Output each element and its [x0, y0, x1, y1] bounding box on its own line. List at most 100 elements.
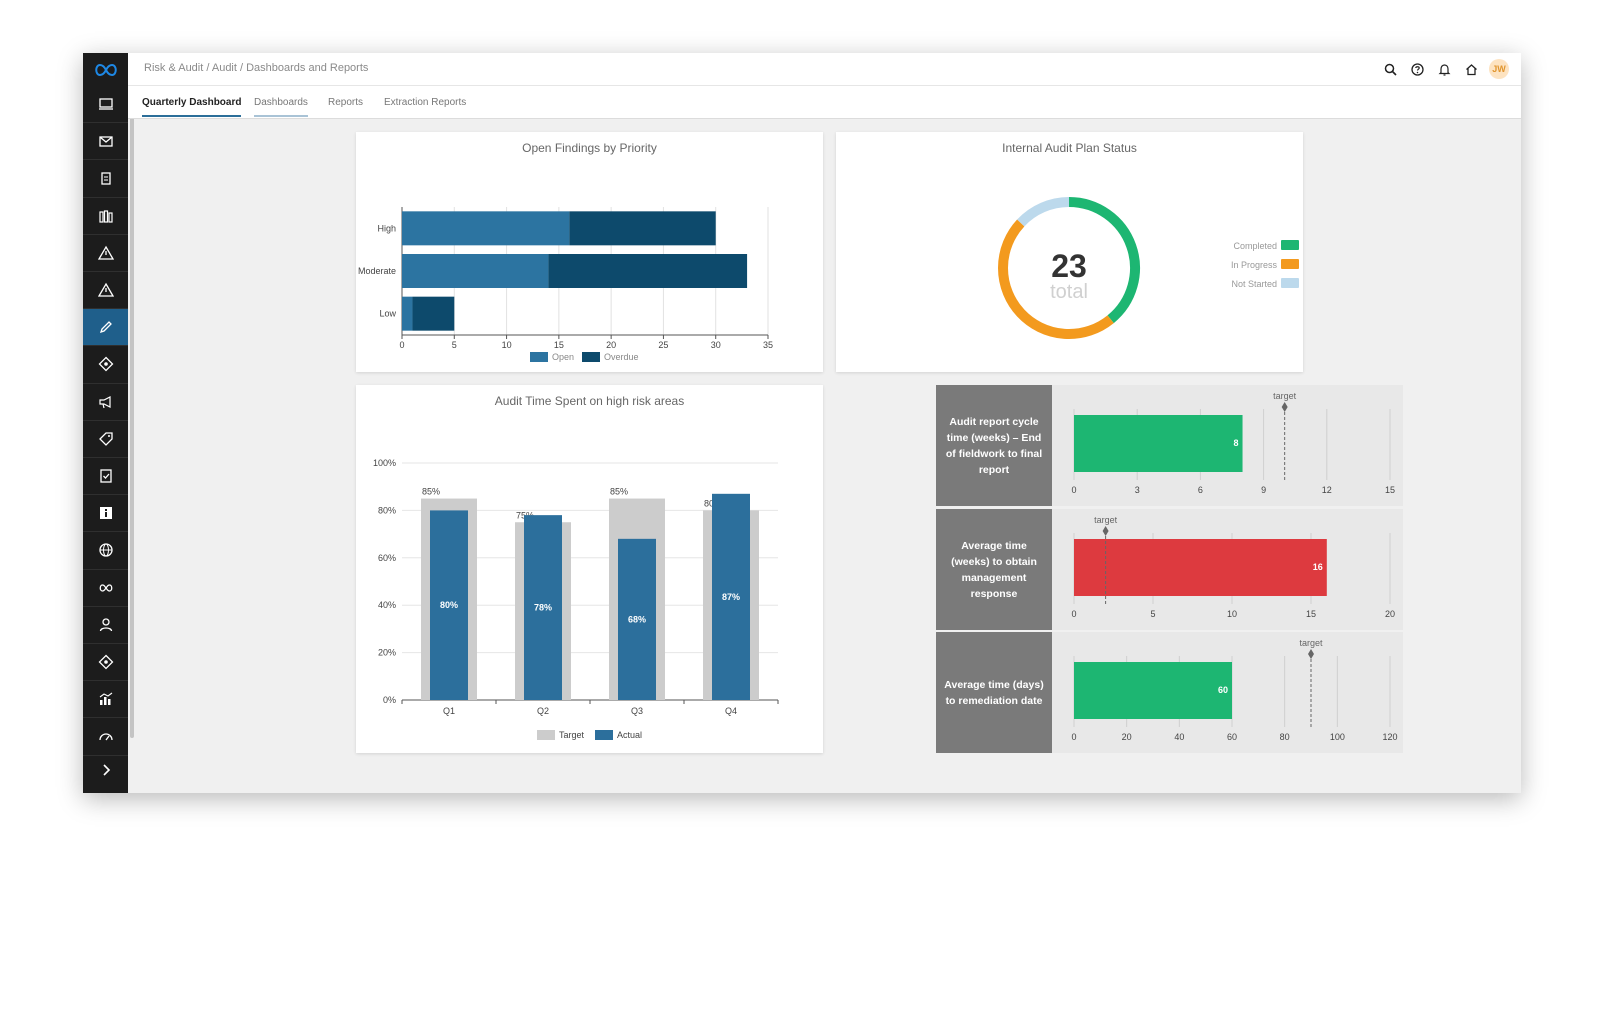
clipboard-icon	[100, 172, 111, 186]
gauge-label: Audit report cycle time (weeks) – End of…	[936, 385, 1052, 506]
donut-slice-in-progress	[998, 219, 1114, 339]
search-icon[interactable]	[1381, 60, 1399, 78]
x-tick-label: 12	[1322, 485, 1332, 495]
bar-overdue	[412, 296, 455, 331]
sidebar-item-globe[interactable]	[83, 532, 128, 570]
sidebar-item-gauge[interactable]	[83, 718, 128, 756]
actual-data-label: 87%	[722, 592, 740, 602]
bar-actual	[524, 515, 562, 700]
diamond-icon	[98, 654, 113, 670]
avatar[interactable]: JW	[1489, 59, 1509, 79]
tab-reports[interactable]: Reports	[328, 97, 364, 108]
bar-open	[402, 254, 549, 288]
bullet-value-label: 60	[1218, 685, 1228, 695]
bar-actual	[618, 538, 656, 700]
sidebar-item-clipboard[interactable]	[83, 160, 128, 198]
y-tick-label: 20%	[378, 648, 396, 658]
legend-swatch	[1281, 259, 1299, 269]
y-tick-label: Moderate	[358, 266, 396, 276]
sidebar-item-warning[interactable]	[83, 235, 128, 272]
x-tick-label: 10	[1227, 609, 1237, 619]
sidebar-item-diamond[interactable]	[83, 644, 128, 682]
x-tick-label: 20	[606, 340, 616, 350]
tab-quarterly-dashboard[interactable]: Quarterly Dashboard	[142, 97, 242, 117]
bullet-value-label: 16	[1313, 562, 1323, 572]
tab-dashboards[interactable]: Dashboards	[254, 97, 308, 117]
gauge-icon	[98, 733, 113, 741]
x-tick-label: 5	[1150, 609, 1155, 619]
gauge-card-management-response: Average time (weeks) to obtain managemen…	[936, 509, 1403, 630]
legend-swatch	[582, 352, 600, 362]
x-tick-label: 80	[1280, 732, 1290, 742]
y-tick-label: High	[377, 223, 396, 233]
y-tick-label: 40%	[378, 600, 396, 610]
gauge-card-remediation: Average time (days) to remediation date …	[936, 632, 1403, 753]
legend-label: Overdue	[604, 352, 639, 362]
sidebar-item-tag[interactable]	[83, 421, 128, 458]
sidebar-item-person[interactable]	[83, 607, 128, 644]
x-tick-label: Q2	[537, 706, 549, 716]
globe-icon	[98, 543, 113, 558]
top-bar: Risk & Audit / Audit / Dashboards and Re…	[128, 53, 1521, 86]
x-tick-label: 15	[1306, 609, 1316, 619]
bar-chart-icon	[99, 692, 112, 706]
document-check-icon	[99, 469, 112, 483]
target-data-label: 85%	[610, 487, 628, 497]
sidebar-item-document-check[interactable]	[83, 458, 128, 496]
legend-label: Not Started	[1231, 279, 1277, 289]
diamond-icon	[98, 357, 113, 372]
app-window: Risk & Audit / Audit / Dashboards and Re…	[83, 53, 1521, 793]
gauge-label: Average time (days) to remediation date	[936, 632, 1052, 753]
x-tick-label: 0	[1071, 732, 1076, 742]
sidebar-item-infinity[interactable]	[83, 570, 128, 607]
mail-icon	[98, 136, 113, 147]
bell-icon[interactable]	[1435, 60, 1453, 78]
y-tick-label: Low	[379, 309, 396, 319]
x-tick-label: 35	[763, 340, 773, 350]
donut-center-value: 23	[1051, 248, 1087, 284]
chart-title: Internal Audit Plan Status	[1002, 141, 1137, 155]
sidebar-item-monitor[interactable]	[83, 86, 128, 124]
bar-open	[402, 296, 413, 331]
app-logo[interactable]	[83, 53, 128, 86]
sidebar-item-info[interactable]	[83, 495, 128, 533]
bullet-bar	[1074, 415, 1243, 472]
infinity-logo-icon	[94, 63, 117, 76]
scrollbar[interactable]	[130, 93, 134, 738]
sidebar-item-diamond[interactable]	[83, 346, 128, 384]
warning-icon	[97, 245, 114, 260]
target-marker	[1102, 526, 1109, 536]
warning-icon	[97, 282, 114, 297]
sidebar-item-pencil[interactable]	[83, 309, 128, 347]
x-tick-label: 6	[1198, 485, 1203, 495]
open-findings-chart: 0 5 10 15 20 25 30 35 High Moderate Low Open Overdue	[358, 207, 773, 362]
x-tick-label: 0	[399, 340, 404, 350]
x-tick-label: 20	[1385, 609, 1395, 619]
infinity-icon	[99, 584, 112, 592]
sidebar-expand-button[interactable]	[83, 751, 128, 789]
breadcrumb[interactable]: Risk & Audit / Audit / Dashboards and Re…	[144, 62, 369, 74]
tab-bar: Quarterly Dashboard Dashboards Reports E…	[128, 86, 1521, 119]
sidebar-item-megaphone[interactable]	[83, 384, 128, 421]
sidebar-item-warning[interactable]	[83, 272, 128, 310]
x-tick-label: 25	[658, 340, 668, 350]
chevron-right-icon	[102, 764, 110, 776]
target-label: target	[1299, 638, 1323, 648]
x-tick-label: Q4	[725, 706, 737, 716]
bullet-value-label: 8	[1234, 438, 1239, 448]
library-icon	[98, 210, 113, 223]
sidebar-item-library[interactable]	[83, 198, 128, 235]
help-icon[interactable]	[1408, 60, 1426, 78]
home-icon[interactable]	[1462, 60, 1480, 78]
sidebar-item-bar-chart[interactable]	[83, 681, 128, 719]
x-tick-label: 10	[502, 340, 512, 350]
monitor-icon	[98, 98, 113, 110]
x-tick-label: 15	[1385, 485, 1395, 495]
bullet-chart: 0 3 6 9 12 15 8 target	[1071, 391, 1395, 495]
tab-extraction-reports[interactable]: Extraction Reports	[384, 97, 467, 108]
sidebar-item-mail[interactable]	[83, 123, 128, 161]
x-tick-label: 15	[554, 340, 564, 350]
audit-plan-status-card: Internal Audit Plan Status 23 total Comple…	[836, 132, 1303, 372]
legend-swatch	[537, 730, 555, 740]
